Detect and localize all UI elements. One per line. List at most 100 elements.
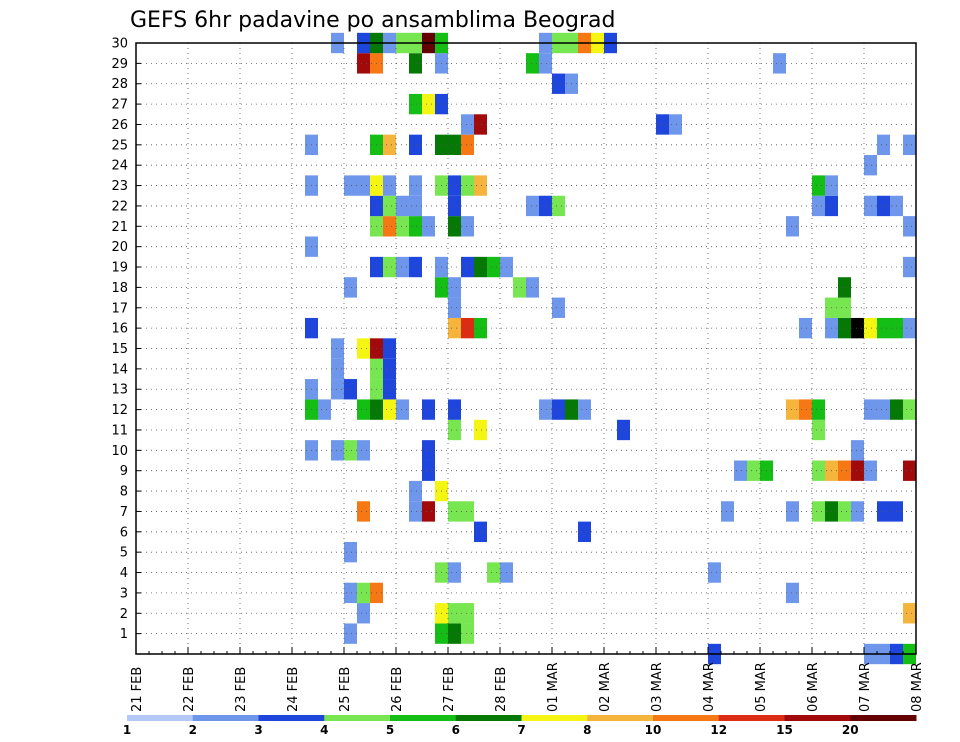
heatmap-cell xyxy=(383,134,396,156)
heatmap-cell xyxy=(552,297,565,318)
heatmap-cell xyxy=(331,379,344,400)
heatmap-cell xyxy=(344,379,357,400)
y-axis: 1234567891011121314151617181920212223242… xyxy=(111,37,141,642)
y-tick-label: 22 xyxy=(111,199,128,214)
heatmap-cell xyxy=(864,317,877,339)
heatmap-cell xyxy=(526,277,539,298)
heatmap-cell xyxy=(357,603,370,624)
heatmap-cell xyxy=(383,256,396,278)
y-tick-label: 25 xyxy=(111,138,128,153)
y-tick-label: 2 xyxy=(120,607,128,622)
heatmap-cell xyxy=(487,562,500,583)
legend-swatch xyxy=(850,715,917,721)
heatmap-cell xyxy=(812,460,825,481)
heatmap-cell xyxy=(448,562,461,583)
legend-swatch xyxy=(587,715,654,721)
legend-swatch xyxy=(192,715,259,721)
heatmap-cell xyxy=(344,175,357,196)
heatmap-cell xyxy=(838,501,851,522)
heatmap-cell xyxy=(552,73,565,94)
heatmap-cell xyxy=(786,582,799,604)
heatmap-cell xyxy=(396,216,409,237)
heatmap-cell xyxy=(903,399,916,420)
heatmap-cell xyxy=(383,399,396,420)
y-tick-label: 11 xyxy=(111,423,128,438)
heatmap-cell xyxy=(474,419,487,441)
y-tick-label: 29 xyxy=(111,57,128,72)
heatmap-cell xyxy=(552,195,565,217)
heatmap-cell xyxy=(812,399,825,420)
y-tick-label: 27 xyxy=(111,98,128,113)
heatmap-cell xyxy=(357,501,370,522)
heatmap-cell xyxy=(877,501,890,522)
heatmap-cell xyxy=(877,195,890,217)
heatmap-cell xyxy=(851,317,864,339)
x-tick-label: 06 MAR xyxy=(806,662,821,712)
heatmap-cell xyxy=(474,521,487,542)
y-tick-label: 28 xyxy=(111,77,128,92)
y-tick-label: 10 xyxy=(111,444,128,459)
heatmap-cell xyxy=(747,460,760,481)
x-tick-label: 22 FEB xyxy=(182,667,197,712)
heatmap-cell xyxy=(851,501,864,522)
legend-swatch xyxy=(127,715,194,721)
heatmap-cell xyxy=(526,53,539,74)
x-tick-label: 04 MAR xyxy=(702,662,717,712)
heatmap-cell xyxy=(383,216,396,237)
heatmap-cell xyxy=(721,501,734,522)
heatmap-cell xyxy=(799,317,812,339)
x-tick-label: 27 FEB xyxy=(442,667,457,712)
heatmap-cell xyxy=(474,114,487,135)
legend-label: 1 xyxy=(123,723,131,737)
heatmap-cell xyxy=(903,603,916,624)
heatmap-cell xyxy=(383,175,396,196)
x-axis: 21 FEB 22 FEB 23 FEB 24 FEB 25 FEB 26 FEB 27 F… xyxy=(130,647,925,712)
heatmap-cell xyxy=(331,440,344,461)
legend-label: 6 xyxy=(452,723,460,737)
x-tick-label: 03 MAR xyxy=(650,662,665,712)
heatmap-cell xyxy=(474,256,487,278)
y-tick-label: 14 xyxy=(111,362,128,377)
heatmap-cell xyxy=(877,317,890,339)
heatmap-cell xyxy=(357,338,370,359)
heatmap-cell xyxy=(422,399,435,420)
heatmap-cell xyxy=(409,175,422,196)
heatmap-cell xyxy=(734,460,747,481)
heatmap-cell xyxy=(448,134,461,156)
legend-swatch xyxy=(258,715,325,721)
heatmap-cell xyxy=(448,419,461,441)
legend-swatch xyxy=(521,715,588,721)
heatmap-cell xyxy=(344,277,357,298)
heatmap-cell xyxy=(422,216,435,237)
heatmap-cell xyxy=(383,195,396,217)
heatmap-cell xyxy=(864,460,877,481)
heatmap-cell xyxy=(851,460,864,481)
y-tick-label: 8 xyxy=(120,485,128,500)
y-tick-label: 19 xyxy=(111,261,128,276)
heatmap-cell xyxy=(409,53,422,74)
heatmap-cell xyxy=(409,93,422,115)
x-tick-label: 24 FEB xyxy=(286,667,301,712)
x-tick-label: 02 MAR xyxy=(598,662,613,712)
x-tick-label: 28 FEB xyxy=(494,667,509,712)
heatmap-cell xyxy=(487,256,500,278)
heatmap-cell xyxy=(344,623,357,644)
heatmap-cell xyxy=(331,358,344,380)
heatmap-cell xyxy=(409,134,422,156)
heatmap-cell xyxy=(357,440,370,461)
heatmap-cell xyxy=(383,338,396,359)
heatmap-cell xyxy=(448,175,461,196)
heatmap-cell xyxy=(448,216,461,237)
legend-label: 3 xyxy=(254,723,262,737)
heatmap-cell xyxy=(409,216,422,237)
y-tick-label: 4 xyxy=(120,566,128,581)
heatmap-cell xyxy=(877,399,890,420)
heatmap-cell xyxy=(461,114,474,135)
x-tick-label: 23 FEB xyxy=(234,667,249,712)
x-tick-label: 21 FEB xyxy=(130,667,145,712)
heatmap-cell xyxy=(357,582,370,604)
heatmap-cell xyxy=(578,521,591,542)
heatmap-cell xyxy=(617,419,630,441)
y-tick-label: 17 xyxy=(111,301,128,316)
